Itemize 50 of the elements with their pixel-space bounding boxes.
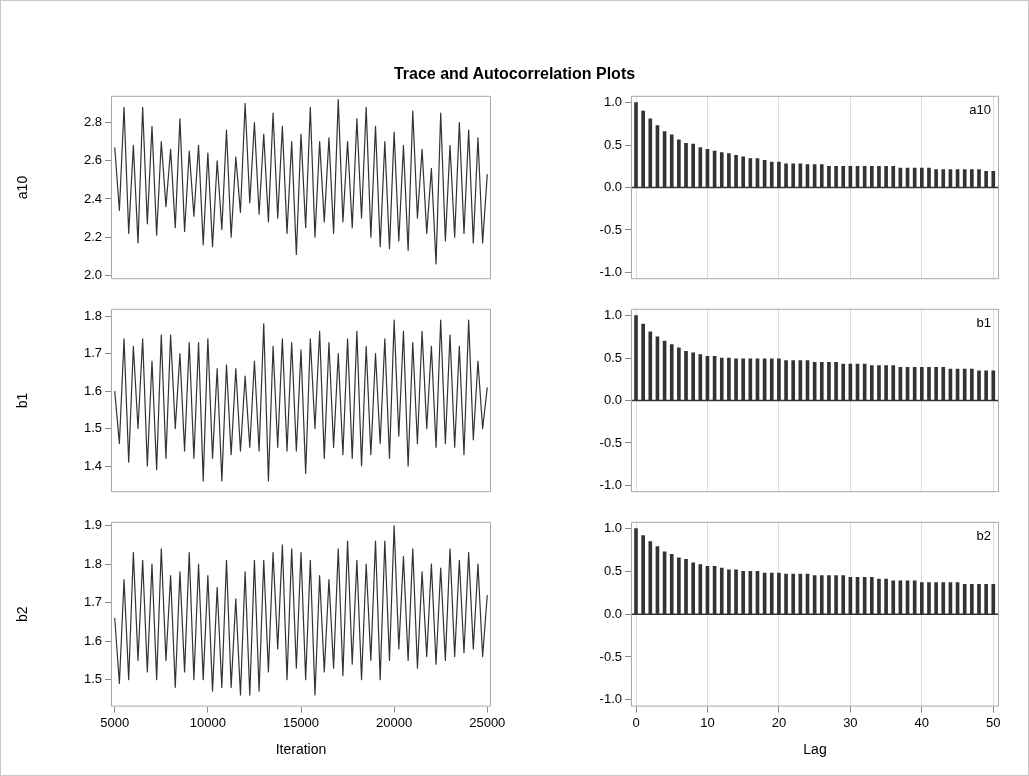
x-tick-label: 15000 bbox=[282, 714, 320, 730]
y-tick-label: 1.9 bbox=[83, 517, 102, 533]
y-axis-title: b1 bbox=[14, 392, 31, 409]
y-tick-label: 1.5 bbox=[83, 420, 102, 436]
y-tick-label: 0.0 bbox=[603, 179, 622, 195]
y-tick-label: 2.6 bbox=[83, 152, 102, 168]
x-tick-label: 10 bbox=[700, 714, 715, 730]
y-tick-label: -1.0 bbox=[599, 263, 622, 279]
y-tick-label: 0.0 bbox=[603, 392, 622, 408]
y-tick-label: -0.5 bbox=[599, 221, 622, 237]
y-tick-label: 0.0 bbox=[603, 605, 622, 621]
x-tick-label: 10000 bbox=[189, 714, 226, 730]
y-tick-label: 1.0 bbox=[603, 307, 622, 323]
x-axis-title: Lag bbox=[803, 741, 827, 758]
x-tick-label: 0 bbox=[632, 714, 640, 730]
x-tick-label: 30 bbox=[843, 714, 858, 730]
y-tick-label: 1.4 bbox=[83, 457, 102, 473]
y-tick-label: 2.8 bbox=[83, 114, 102, 130]
y-tick-label: 1.6 bbox=[83, 632, 102, 648]
annotation: b2 bbox=[976, 527, 991, 543]
chart-title: Trace and Autocorrelation Plots bbox=[392, 65, 637, 83]
x-axis-title: Iteration bbox=[275, 741, 327, 758]
y-tick-label: 2.2 bbox=[83, 228, 102, 244]
y-tick-label: -1.0 bbox=[599, 691, 622, 707]
y-tick-label: 1.6 bbox=[83, 382, 102, 398]
y-tick-label: 1.8 bbox=[83, 307, 102, 323]
y-tick-label: 0.5 bbox=[603, 349, 622, 365]
x-tick-label: 5000 bbox=[100, 714, 130, 730]
y-tick-label: -1.0 bbox=[599, 476, 622, 492]
y-tick-label: 2.4 bbox=[83, 190, 102, 206]
y-tick-label: 1.0 bbox=[603, 520, 622, 536]
y-tick-label: 1.7 bbox=[83, 345, 102, 361]
y-tick-label: 2.0 bbox=[83, 266, 102, 282]
y-tick-label: 1.8 bbox=[83, 555, 102, 571]
x-tick-label: 20000 bbox=[376, 714, 413, 730]
y-tick-label: 1.7 bbox=[83, 594, 102, 610]
x-tick-label: 50 bbox=[986, 714, 1001, 730]
y-tick-label: 0.5 bbox=[603, 563, 622, 578]
y-tick-label: 1.0 bbox=[603, 94, 622, 110]
y-tick-label: -0.5 bbox=[599, 648, 622, 664]
x-tick-label: 40 bbox=[914, 714, 930, 730]
x-tick-label: 25000 bbox=[469, 714, 506, 730]
annotation: b1 bbox=[976, 314, 991, 330]
y-tick-label: -0.5 bbox=[599, 434, 622, 450]
y-tick-label: 0.5 bbox=[603, 136, 622, 152]
annotation: a10 bbox=[969, 101, 991, 117]
x-tick-label: 20 bbox=[771, 714, 787, 730]
y-axis-title: a10 bbox=[14, 175, 31, 200]
y-tick-label: 1.5 bbox=[83, 671, 102, 687]
y-axis-title: b2 bbox=[14, 606, 31, 622]
